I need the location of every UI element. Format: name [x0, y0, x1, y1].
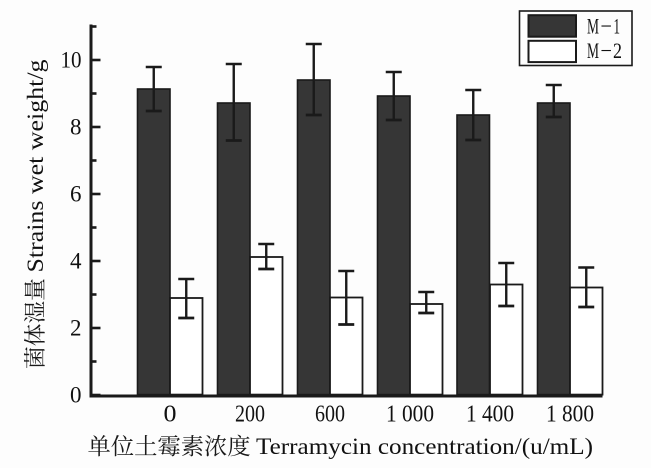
svg-text:6: 6	[70, 182, 82, 207]
svg-text:8: 8	[70, 115, 82, 140]
svg-text:M: M	[587, 14, 599, 39]
svg-text:600: 600	[315, 401, 345, 428]
svg-text:4: 4	[70, 249, 82, 274]
svg-text:2: 2	[70, 316, 82, 341]
svg-text:0: 0	[70, 383, 82, 408]
svg-text:−: −	[601, 14, 613, 39]
svg-text:2: 2	[613, 38, 622, 63]
svg-text:Terramycin concentration/(u/mL: Terramycin concentration/(u/mL)	[256, 434, 593, 459]
svg-text:0: 0	[164, 401, 177, 428]
svg-text:1 000: 1 000	[386, 401, 434, 428]
svg-text:M: M	[587, 38, 599, 63]
svg-text:1 800: 1 800	[546, 401, 594, 428]
svg-text:−: −	[601, 38, 613, 63]
svg-text:1 400: 1 400	[466, 401, 514, 428]
svg-text:Strains wet weight/g: Strains wet weight/g	[23, 59, 48, 273]
svg-text:1: 1	[614, 14, 621, 39]
svg-text:200: 200	[235, 401, 265, 428]
svg-text:10: 10	[61, 48, 82, 73]
